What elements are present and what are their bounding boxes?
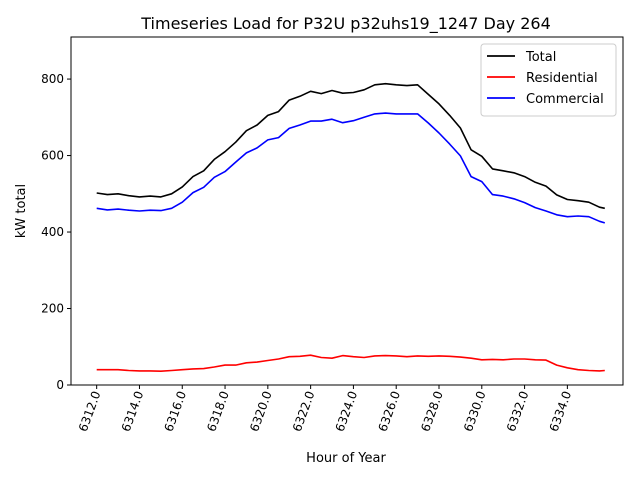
y-tick-label: 0 — [56, 378, 64, 392]
x-tick-label: 6334.0 — [547, 389, 575, 433]
legend-label-residential: Residential — [526, 71, 598, 86]
y-tick-label: 600 — [41, 149, 64, 163]
series-line-total — [96, 82, 605, 210]
x-tick-label: 6316.0 — [162, 389, 190, 433]
legend-label-total: Total — [525, 50, 556, 65]
y-tick-label: 800 — [41, 72, 64, 86]
y-axis-label: kW total — [14, 184, 29, 238]
y-tick-label: 400 — [41, 225, 64, 239]
x-tick-label: 6312.0 — [76, 389, 104, 433]
y-tick-label: 200 — [41, 302, 64, 316]
axes-frame — [70, 36, 624, 386]
x-tick-label: 6314.0 — [119, 389, 147, 433]
chart-title: Timeseries Load for P32U p32uhs19_1247 D… — [140, 14, 551, 34]
axes: 6312.0 6314.0 6316.0 6318.0 6320.0 6322.0 6324… — [41, 72, 574, 433]
legend: Total Residential Commercial — [480, 43, 617, 117]
x-tick-label: 6320.0 — [247, 389, 275, 433]
x-tick-label: 6326.0 — [376, 389, 404, 433]
x-tick-label: 6324.0 — [333, 389, 361, 433]
x-tick-label: 6318.0 — [204, 389, 232, 433]
x-tick-label: 6332.0 — [504, 389, 532, 433]
legend-label-commercial: Commercial — [526, 92, 604, 107]
series-line-residential — [96, 354, 605, 373]
x-tick-label: 6322.0 — [290, 389, 318, 433]
x-tick-label: 6328.0 — [418, 389, 446, 433]
series-line-commercial — [96, 112, 606, 224]
x-tick-label: 6330.0 — [461, 389, 489, 433]
plot-area — [96, 82, 606, 373]
x-axis-label: Hour of Year — [306, 451, 386, 466]
